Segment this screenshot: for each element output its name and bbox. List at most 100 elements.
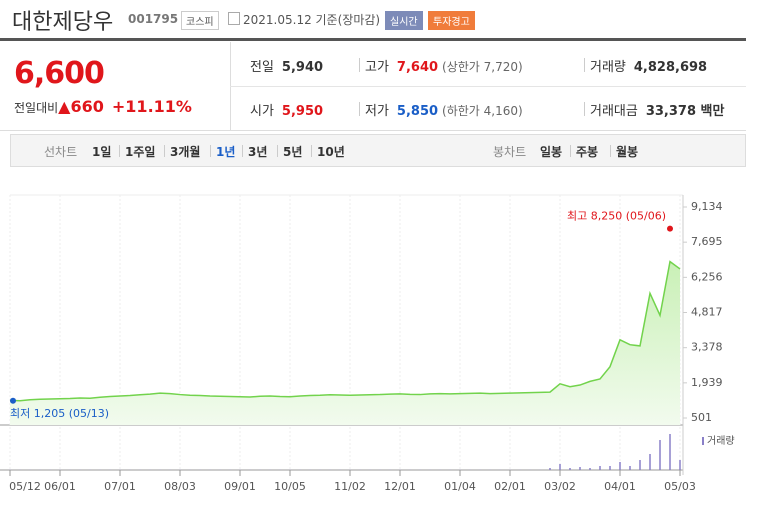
up-arrow: ▲ [58, 97, 71, 116]
tab-divider [119, 145, 120, 157]
realtime-badge[interactable]: 실시간 [385, 11, 423, 30]
volume-bar [669, 434, 671, 470]
x-tick-label: 09/01 [224, 480, 256, 493]
x-tick-label: 04/01 [604, 480, 636, 493]
y-tick-label: 3,378 [691, 341, 723, 354]
x-tick-label: 02/01 [494, 480, 526, 493]
market-badge: 코스피 [181, 11, 219, 30]
period-tab[interactable]: 1년 [216, 145, 236, 159]
tab-divider [242, 145, 243, 157]
stat-value: 5,940 [281, 60, 324, 75]
y-tick-label: 9,134 [691, 200, 723, 213]
stock-code: 001795 [128, 12, 179, 26]
stat: 거래량 4,828,698 [590, 56, 707, 75]
volume-bar [589, 468, 591, 470]
period-tab[interactable]: 3년 [248, 145, 268, 159]
high-dot [667, 225, 673, 232]
tab-divider [311, 145, 312, 157]
stat-extra: (하한가 4,160) [442, 104, 523, 118]
date: 2021.05.12 기준(장마감) [243, 13, 381, 27]
period-tab[interactable]: 1일 [92, 145, 112, 159]
stat-divider [584, 58, 585, 72]
period-tab[interactable]: 5년 [283, 145, 303, 159]
tab-bar [10, 134, 746, 167]
candle-tab[interactable]: 월봉 [616, 145, 639, 159]
change-value: 660 [70, 97, 104, 116]
price: 6,600 [14, 56, 105, 91]
stat-value: 33,378 백만 [645, 104, 725, 119]
x-tick-label: 11/02 [334, 480, 366, 493]
stat-value: 7,640 [396, 60, 439, 75]
stat-label: 고가 [365, 60, 389, 75]
volume-bar [679, 460, 681, 470]
tab-divider [210, 145, 211, 157]
stat-divider [359, 102, 360, 116]
volume-legend-swatch [702, 437, 704, 445]
stat: 저가 5,850 (하한가 4,160) [365, 100, 523, 119]
volume-bar [569, 468, 571, 470]
tab-divider [277, 145, 278, 157]
stat: 시가 5,950 [250, 100, 323, 119]
chart: 501 1,939 3,378 4,817 6,256 7,695 9,134 05/12 06… [0, 194, 735, 493]
low-label: 최저 1,205 (05/13) [10, 407, 109, 420]
change-label: 전일대비 [14, 101, 59, 115]
x-tick-label: 06/01 [44, 480, 76, 493]
x-tick-label: 07/01 [104, 480, 136, 493]
stat: 거래대금 33,378 백만 [590, 100, 724, 119]
stat-label: 거래대금 [590, 104, 638, 119]
warning-badge: 투자경고 [428, 11, 475, 30]
volume-bar [629, 466, 631, 470]
stat-label: 거래량 [590, 60, 626, 75]
y-tick-label: 1,939 [691, 376, 723, 389]
tab-divider [164, 145, 165, 157]
candle-tab[interactable]: 일봉 [540, 145, 563, 159]
stat-divider [584, 102, 585, 116]
change-rate: +11.11% [111, 97, 192, 116]
x-tick-label: 01/04 [444, 480, 476, 493]
volume-bar [549, 468, 551, 470]
period-tab[interactable]: 1주일 [125, 145, 156, 159]
x-tick-label: 08/03 [164, 480, 196, 493]
x-tick-label: 05/03 [664, 480, 696, 493]
stock-name: 대한제당우 [12, 10, 114, 35]
stat-extra: (상한가 7,720) [442, 60, 523, 74]
x-tick-label: 10/05 [274, 480, 306, 493]
volume-bar [599, 466, 601, 470]
stat-label: 시가 [250, 104, 274, 119]
volume-bar [649, 454, 651, 470]
stat: 고가 7,640 (상한가 7,720) [365, 56, 523, 75]
high-label: 최고 8,250 (05/06) [567, 210, 666, 223]
price-area [10, 261, 680, 425]
period-tab[interactable]: 10년 [317, 145, 345, 159]
stat-divider [359, 58, 360, 72]
volume-bar [609, 466, 611, 470]
tab-divider [610, 145, 611, 157]
header-rule [0, 38, 746, 41]
candle-tab[interactable]: 주봉 [576, 145, 599, 159]
y-tick-label: 4,817 [691, 306, 723, 319]
period-tab[interactable]: 3개월 [170, 145, 201, 159]
change: 전일대비▲660 +11.11% [14, 97, 192, 116]
stat-value: 5,850 [396, 104, 439, 119]
row-rule [230, 86, 746, 87]
y-tick-label: 501 [691, 411, 712, 424]
stat-label: 저가 [365, 104, 389, 119]
y-tick-label: 6,256 [691, 270, 723, 283]
row-rule [230, 130, 746, 131]
stat-value: 5,950 [281, 104, 324, 119]
tab-divider [570, 145, 571, 157]
volume-bar [619, 462, 621, 470]
stat: 전일 5,940 [250, 56, 323, 75]
y-tick-label: 7,695 [691, 235, 723, 248]
x-tick-label: 03/02 [544, 480, 576, 493]
line-chart-label: 선차트 [44, 145, 78, 159]
candle-chart-label: 봉차트 [493, 145, 527, 159]
volume-bar [639, 460, 641, 470]
volume-bar [559, 464, 561, 470]
x-tick-label: 12/01 [384, 480, 416, 493]
price-line [9, 260, 681, 402]
volume-bar [659, 440, 661, 470]
volume-legend: 거래량 [707, 435, 735, 447]
stat-value: 4,828,698 [633, 60, 708, 75]
